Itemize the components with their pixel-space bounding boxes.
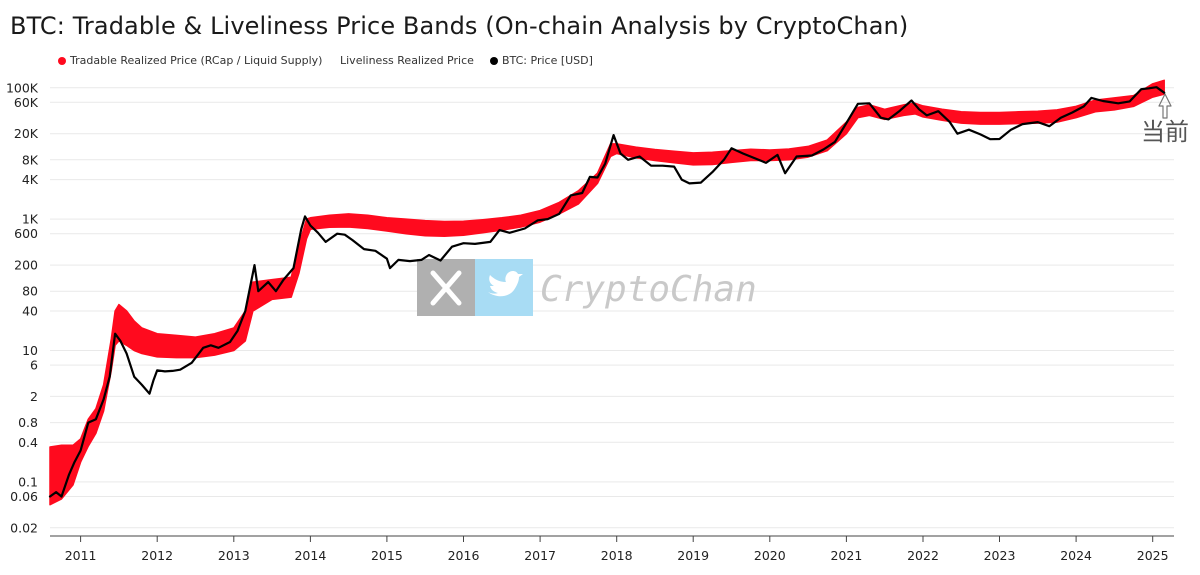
legend-item-price[interactable]: BTC: Price [USD] [490, 54, 593, 67]
legend-item-tradable[interactable]: Tradable Realized Price (RCap / Liquid S… [58, 54, 322, 67]
legend-item-liveliness[interactable]: Liveliness Realized Price [340, 54, 474, 67]
x-tick-label: 2023 [984, 548, 1016, 563]
x-tick-label: 2013 [218, 548, 250, 563]
y-tick-label: 2 [30, 389, 38, 404]
btc-price-line [48, 86, 1166, 498]
legend-dot-black-icon [490, 57, 498, 65]
x-tick-label: 2022 [907, 548, 939, 563]
y-tick-label: 6 [30, 358, 38, 373]
watermark-text: CryptoChan [540, 269, 757, 310]
y-tick-label: 60K [14, 95, 39, 110]
y-tick-label: 10 [22, 343, 38, 358]
tradable-band-series [49, 79, 1165, 506]
x-logo-glyph [430, 270, 462, 306]
x-tick-label: 2016 [448, 548, 480, 563]
x-tick-label: 2025 [1137, 548, 1169, 563]
y-tick-label: 4K [22, 172, 39, 187]
x-axis-ticks: 2011 2012 2013 2014 2015 2016 2017 2018 2019 2020… [65, 536, 1169, 563]
x-tick-label: 2017 [524, 548, 556, 563]
y-tick-label: 1K [22, 212, 39, 227]
y-tick-label: 200 [14, 258, 38, 273]
x-tick-label: 2021 [830, 548, 862, 563]
x-tick-label: 2018 [601, 548, 633, 563]
y-tick-label: 0.06 [10, 489, 38, 504]
y-tick-label: 0.8 [18, 415, 38, 430]
x-tick-label: 2014 [294, 548, 326, 563]
x-tick-label: 2020 [754, 548, 786, 563]
y-tick-label: 0.02 [10, 520, 38, 535]
current-label: 当前 [1141, 118, 1189, 146]
watermark: CryptoChan [417, 259, 757, 316]
arrow-up-icon [1158, 93, 1172, 119]
y-tick-label: 40 [22, 304, 38, 319]
x-tick-label: 2019 [677, 548, 709, 563]
x-tick-label: 2012 [141, 548, 173, 563]
y-tick-label: 600 [14, 226, 38, 241]
twitter-bird-glyph [488, 271, 523, 297]
legend-label-liveliness: Liveliness Realized Price [340, 54, 474, 67]
legend-label-price: BTC: Price [USD] [502, 54, 593, 67]
current-annotation: 当前 [1141, 93, 1189, 146]
y-tick-label: 100K [6, 80, 39, 95]
y-tick-label: 8K [22, 152, 39, 167]
x-tick-label: 2011 [65, 548, 97, 563]
btc-price-series [48, 86, 1166, 498]
x-tick-label: 2024 [1060, 548, 1092, 563]
y-tick-label: 0.1 [18, 474, 38, 489]
chart-title: BTC: Tradable & Liveliness Price Bands (… [10, 12, 909, 40]
grid-lines [50, 87, 1174, 537]
y-tick-label: 20K [14, 126, 39, 141]
legend-dot-red-icon [58, 57, 66, 65]
legend-label-tradable: Tradable Realized Price (RCap / Liquid S… [70, 54, 323, 67]
y-tick-label: 0.4 [18, 435, 38, 450]
y-tick-label: 80 [22, 284, 38, 299]
tradable-band-area [49, 79, 1165, 506]
x-tick-label: 2015 [371, 548, 403, 563]
